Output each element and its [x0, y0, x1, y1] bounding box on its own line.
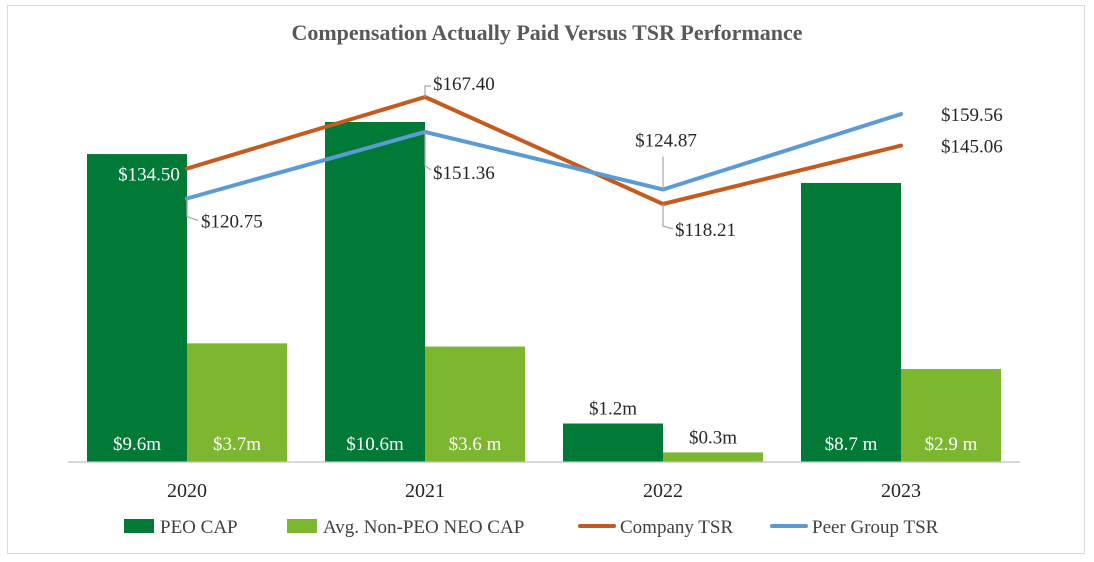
- bar-label: $3.6 m: [449, 434, 502, 455]
- line-label: $124.87: [635, 131, 697, 152]
- leader-line: [186, 198, 199, 222]
- bar-label: $10.6m: [346, 434, 404, 455]
- data-labels-layer: $9.6m $10.6m $1.2m $8.7 m $3.7m $3.6 m $0.3m $2…: [113, 74, 1003, 455]
- compensation-chart: Compensation Actually Paid Versus TSR Pe…: [68, 20, 1020, 538]
- leader-lines-layer: [186, 85, 674, 230]
- x-tick-label: 2023: [881, 480, 921, 502]
- x-tick-label: 2020: [167, 480, 207, 502]
- legend-swatch: [287, 519, 317, 533]
- legend-label: Peer Group TSR: [812, 517, 939, 538]
- chart-frame: Compensation Actually Paid Versus TSR Pe…: [7, 5, 1085, 554]
- line-label: $134.50: [118, 165, 180, 186]
- bar-avg-non-peo-neo-cap-2023: [901, 368, 1001, 462]
- line-company-tsr: [185, 95, 903, 206]
- leader-line: [662, 204, 674, 230]
- lines-layer: [185, 95, 903, 206]
- legend-label: Avg. Non-PEO NEO CAP: [323, 517, 524, 538]
- legend-swatch: [124, 519, 154, 533]
- x-tick-label: 2022: [643, 480, 683, 502]
- legend-label: Company TSR: [620, 517, 733, 538]
- bar-avg-non-peo-neo-cap-2020: [187, 343, 287, 462]
- bar-label: $9.6m: [113, 434, 161, 455]
- line-peer-group-tsr: [185, 112, 903, 201]
- bar-peo-cap-2021: [325, 122, 425, 462]
- bar-label: $1.2m: [589, 399, 637, 420]
- bar-peo-cap-2022: [563, 423, 663, 462]
- line-label: $120.75: [201, 211, 263, 232]
- x-tick-labels: 2020 2021 2022 2023: [167, 480, 921, 502]
- bar-label: $0.3m: [689, 427, 737, 448]
- bar-label: $2.9 m: [925, 434, 978, 455]
- bar-label: $3.7m: [213, 434, 261, 455]
- line-label: $167.40: [433, 74, 495, 95]
- bars-layer: [87, 122, 1001, 462]
- line-label: $151.36: [433, 163, 495, 184]
- bar-peo-cap-2023: [801, 182, 901, 462]
- bar-label: $8.7 m: [825, 434, 878, 455]
- legend: PEO CAP Avg. Non-PEO NEO CAP Company TSR Pe…: [124, 517, 939, 538]
- bar-peo-cap-2020: [87, 154, 187, 462]
- bar-avg-non-peo-neo-cap-2022: [663, 452, 763, 462]
- line-label: $145.06: [941, 137, 1003, 158]
- legend-label: PEO CAP: [160, 517, 238, 538]
- x-tick-label: 2021: [405, 480, 445, 502]
- chart-title: Compensation Actually Paid Versus TSR Pe…: [291, 20, 802, 45]
- bar-avg-non-peo-neo-cap-2021: [425, 346, 525, 462]
- leader-line: [424, 85, 431, 97]
- line-label: $118.21: [675, 220, 736, 241]
- line-label: $159.56: [941, 105, 1003, 126]
- leader-line: [424, 131, 432, 171]
